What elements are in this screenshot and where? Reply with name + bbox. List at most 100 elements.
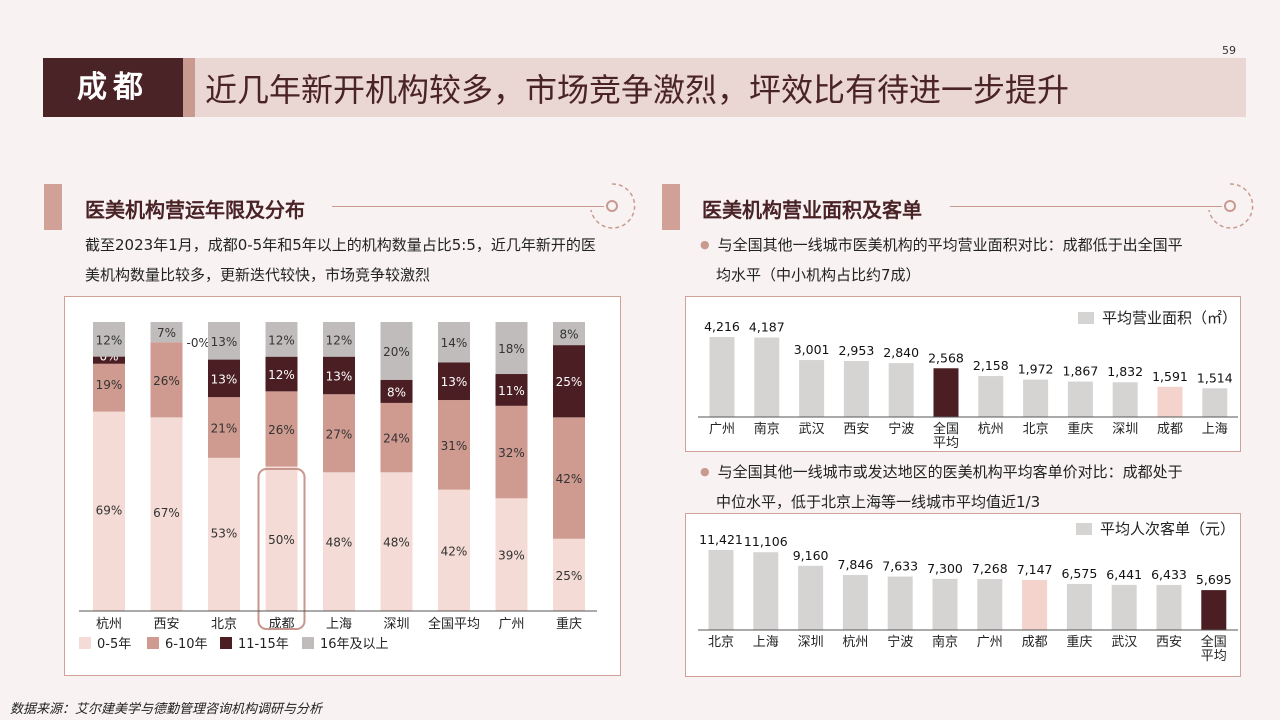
data-label: 7,268 [972,561,1008,576]
legend-swatch [1076,523,1092,535]
right-section-title: 医美机构营业面积及客单 [702,198,922,222]
bar [1067,381,1093,417]
bar-segment [208,457,240,611]
bar [932,578,958,630]
bar [754,337,780,417]
left-section-line [332,206,604,207]
bar [753,552,779,630]
data-label: 69% [96,503,123,517]
data-label: 13% [326,369,353,383]
data-label: 27% [326,427,353,441]
bar [1111,584,1137,630]
data-label: 11% [498,384,525,398]
x-tick-label: 南京 [754,421,780,437]
data-label: 53% [211,526,238,540]
bar-segment [553,322,585,346]
bar [1201,590,1227,630]
bar [1157,386,1183,417]
area-chart-panel: 4,216 广州 4,187 南京 3,001 武汉 2,953 西安 2,840 宁波 2,568… [685,296,1241,452]
bar-segment [438,489,470,611]
bar-segment [208,397,240,458]
bar-segment [495,374,528,406]
bar-segment [380,322,413,380]
bar [1112,382,1138,417]
data-label: 13% [441,375,468,389]
data-label: 13% [211,335,238,349]
data-label: 42% [556,472,583,486]
page-number: 59 [1222,44,1236,57]
bar [887,576,913,630]
data-label: 2,953 [839,343,875,358]
data-label: 7% [157,326,176,340]
x-tick-label: 西安 [153,617,179,632]
x-tick-label: 平均 [1201,649,1227,664]
bar-segment [380,379,413,403]
data-label: 25% [556,375,583,389]
left-section-marker [44,184,62,230]
x-tick-label: 成都 [1157,422,1183,437]
bar [843,360,869,417]
x-tick-label: 西安 [843,422,869,437]
data-label: 12% [268,368,295,382]
title-bar [43,58,1246,117]
x-tick-label: 杭州 [96,617,122,632]
bar-segment [265,466,298,611]
x-tick-label: 重庆 [1067,421,1093,437]
operating-years-chart-panel: 69%19%0%12%杭州67%26%-0%7%西安53%21%13%13%北京… [64,296,621,676]
x-tick-label: 深圳 [383,617,409,632]
data-label: 7,633 [882,559,918,574]
data-label: 67% [153,506,180,520]
bar-segment [208,322,240,360]
area-bullet-line2: 均水平（中小机构占比约7成） [716,266,921,284]
bar [708,550,734,630]
data-label: 11,421 [699,532,743,547]
data-label: 2,840 [883,345,919,360]
bar-segment [495,322,528,375]
legend-label: 16年及以上 [320,637,389,652]
bar-segment [265,391,298,467]
x-tick-label: 上海 [753,635,779,650]
page-title: 近几年新开机构较多，市场竞争激烈，坪效比有待进一步提升 [205,71,1070,109]
area-bullet-line1: 与全国其他一线城市医美机构的平均营业面积对比：成都低于出全国平 [700,230,1183,262]
x-tick-label: 北京 [211,617,237,632]
data-label: 7,300 [927,561,963,576]
bar-segment [323,322,355,357]
data-label: 1,591 [1152,369,1188,384]
data-label: 2,158 [973,358,1009,373]
right-section-target-icon [1208,183,1254,229]
x-tick-label: 武汉 [799,422,825,437]
data-label: 4,187 [749,320,785,335]
bar [1066,583,1092,630]
x-tick-label: 南京 [932,634,958,650]
data-source: 数据来源：艾尔建美学与德勤管理咨询机构调研与分析 [10,702,323,717]
data-label: 2,568 [928,350,964,365]
data-label: 1,867 [1063,364,1099,379]
bar-segment [93,411,125,611]
left-section-target-icon [590,183,636,229]
average-area-bar-chart: 4,216 广州 4,187 南京 3,001 武汉 2,953 西安 2,840 宁波 2,568… [698,309,1238,451]
data-label: 6,433 [1151,567,1187,582]
data-label: 12% [96,333,123,347]
bar-segment [208,359,240,398]
price-chart-panel: 11,421 北京 11,106 上海 9,160 深圳 7,846 杭州 7,633 宁波 7,3… [685,513,1241,677]
data-label: 20% [383,345,410,359]
x-tick-label: 上海 [326,617,352,632]
bar-segment [438,400,470,490]
bar [888,363,914,417]
bar-segment [553,538,585,611]
left-description-line2: 美机构数量比较多，更新迭代较快，市场竞争较激烈 [85,266,431,284]
x-tick-label: 武汉 [1111,635,1137,650]
data-label: 42% [441,544,468,558]
legend-label: 平均人次客单（元） [1100,520,1235,538]
bar [1202,388,1228,417]
data-label: 13% [211,372,238,386]
bar [978,376,1004,417]
data-label: 48% [326,536,353,550]
legend-swatch [302,637,314,649]
x-tick-label: 广州 [977,635,1003,650]
left-section-title: 医美机构营运年限及分布 [85,198,305,222]
data-label: 14% [441,336,468,350]
x-tick-label: 广州 [498,617,524,632]
x-tick-label: 深圳 [798,635,824,650]
x-tick-label: 北京 [708,635,734,650]
